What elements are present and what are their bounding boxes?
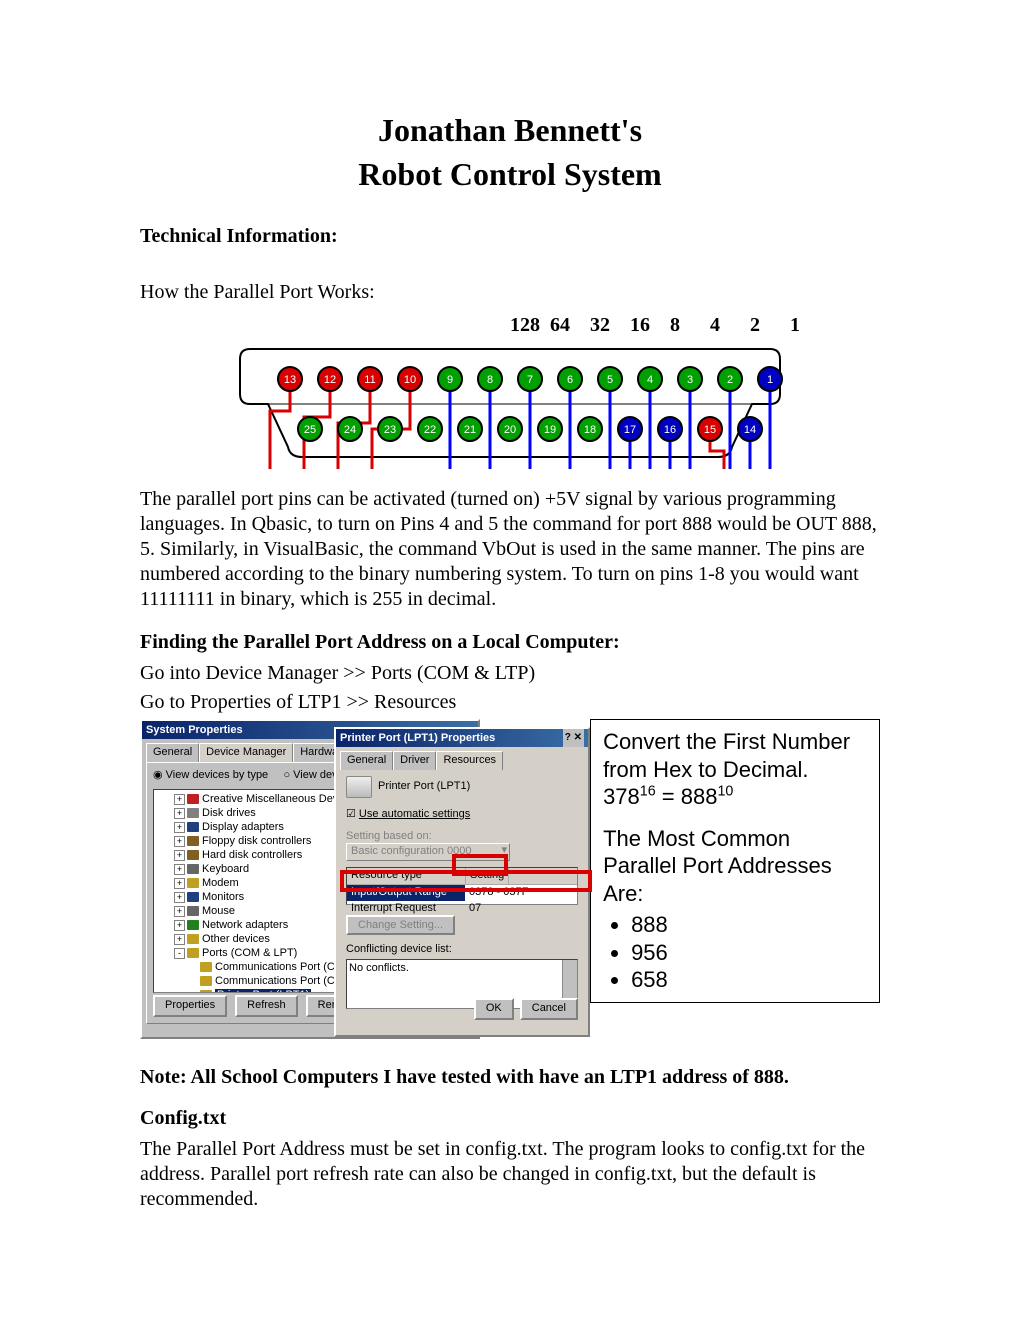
bit-value: 32 [590,313,610,338]
svg-text:9: 9 [447,374,453,386]
svg-text:24: 24 [344,424,356,436]
section-how-works: How the Parallel Port Works: [140,280,880,305]
address-item: 956 [631,939,867,967]
lpt1-tab[interactable]: Resources [436,751,503,770]
lpt1-tabs: GeneralDriverResources [340,751,584,770]
row-irq-label: Interrupt Request [347,901,465,917]
bit-value-row: 128 64 32 16 8 4 2 1 [360,313,880,339]
bit-value: 16 [630,313,650,338]
conflict-label: Conflicting device list: [346,943,578,957]
svg-text:25: 25 [304,424,316,436]
address-list: 888956658 [603,911,867,994]
lpt1-title-buttons[interactable]: ? ✕ [563,729,584,747]
svg-text:3: 3 [687,374,693,386]
svg-text:7: 7 [527,374,533,386]
svg-text:13: 13 [284,374,296,386]
lpt1-properties-window: Printer Port (LPT1) Properties ? ✕ Gener… [334,727,590,1037]
bit-value: 4 [710,313,720,338]
svg-text:22: 22 [424,424,436,436]
sysprops-title: System Properties [146,721,243,739]
svg-text:11: 11 [364,374,375,386]
conversion-note-box: Convert the First Number from Hex to Dec… [590,719,880,1003]
bit-value: 8 [670,313,680,338]
note-line1: Convert the First Number from Hex to Dec… [603,728,867,783]
svg-text:19: 19 [544,424,556,436]
refresh-button[interactable]: Refresh [235,995,298,1017]
svg-text:21: 21 [464,424,476,436]
sysprops-tab[interactable]: General [146,743,199,762]
section-technical-info: Technical Information: [140,224,880,249]
lpt1-panel: Printer Port (LPT1) ☑ Use automatic sett… [340,770,584,1026]
lpt1-name-label: Printer Port (LPT1) [378,780,470,794]
lpt1-tab[interactable]: Driver [393,751,436,770]
section-find-address: Finding the Parallel Port Address on a L… [140,630,880,655]
bit-value: 64 [550,313,570,338]
svg-text:20: 20 [504,424,516,436]
config-paragraph: The Parallel Port Address must be set in… [140,1137,880,1212]
bit-value: 1 [790,313,800,338]
red-highlight-row [340,870,592,892]
svg-text:10: 10 [404,374,416,386]
printer-icon [346,776,372,798]
find-step-2: Go to Properties of LTP1 >> Resources [140,690,880,715]
properties-button[interactable]: Properties [153,995,227,1017]
svg-text:16: 16 [664,424,676,436]
svg-text:8: 8 [487,374,493,386]
row-irq-value: 07 [465,901,485,917]
change-setting-button[interactable]: Change Setting... [346,915,455,935]
address-item: 658 [631,966,867,994]
sysprops-tab[interactable]: Device Manager [199,743,293,762]
svg-text:1: 1 [767,374,773,386]
svg-text:12: 12 [324,374,336,386]
svg-text:2: 2 [727,374,733,386]
parallel-port-diagram: 1286432168421 13121110987654321252423222… [140,313,880,469]
lpt1-tab[interactable]: General [340,751,393,770]
svg-text:18: 18 [584,424,596,436]
note-common-addrs-label: The Most Common Parallel Port Addresses … [603,825,867,908]
document-page: Jonathan Bennett's Robot Control System … [0,0,1020,1320]
radio-view-by-type[interactable]: View devices by type [166,769,269,781]
setting-based-on-label: Setting based on: [346,830,432,842]
svg-text:17: 17 [624,424,636,436]
note-bold: Note: All School Computers I have tested… [140,1065,880,1090]
svg-text:5: 5 [607,374,613,386]
bit-value: 2 [750,313,760,338]
find-step-1: Go into Device Manager >> Ports (COM & L… [140,661,880,686]
svg-text:6: 6 [567,374,573,386]
svg-text:15: 15 [704,424,716,436]
ok-button[interactable]: OK [474,998,514,1020]
use-automatic-checkbox[interactable]: ☑ Use automatic settings [346,808,578,822]
lpt1-titlebar: Printer Port (LPT1) Properties ? ✕ [336,729,588,747]
bit-value: 128 [510,313,540,338]
address-item: 888 [631,911,867,939]
page-title-line2: Robot Control System [140,154,880,194]
cancel-button[interactable]: Cancel [520,998,578,1020]
windows-screenshot: System Properties GeneralDevice ManagerH… [140,719,566,1039]
note-equation: 37816 = 88810 [603,783,867,811]
svg-text:23: 23 [384,424,396,436]
parallel-port-svg: 1312111098765432125242322212019181716151… [230,339,790,469]
section-config: Config.txt [140,1106,880,1131]
lpt1-title: Printer Port (LPT1) Properties [340,729,495,747]
conflict-value: No conflicts. [349,962,409,974]
svg-text:4: 4 [647,374,653,386]
paragraph-port-explain: The parallel port pins can be activated … [140,487,880,612]
page-title-line1: Jonathan Bennett's [140,110,880,150]
svg-text:14: 14 [744,424,756,436]
